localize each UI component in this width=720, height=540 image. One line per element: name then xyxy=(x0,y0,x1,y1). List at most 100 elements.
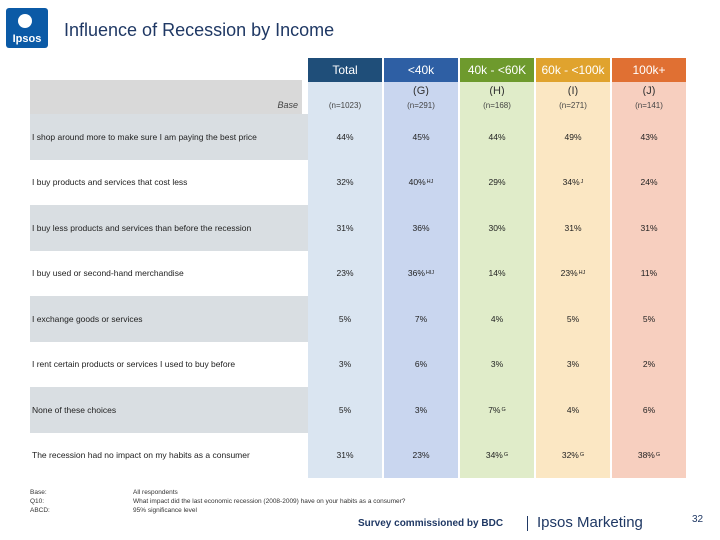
significance-marker: HIJ xyxy=(425,270,435,277)
significance-marker: HJ xyxy=(426,179,434,186)
column-code: (H) xyxy=(460,82,534,100)
data-cell: 43% xyxy=(612,114,686,160)
footnote-label: ABCD: xyxy=(30,507,50,514)
footnote-value: All respondents xyxy=(133,489,178,496)
column-code: (J) xyxy=(612,82,686,100)
cell-value: 6% xyxy=(414,359,428,370)
column-base: (n=141) xyxy=(612,96,686,114)
footnote-value: 95% significance level xyxy=(133,507,197,514)
cell-value: 5% xyxy=(566,313,580,324)
cell-value: 23% xyxy=(412,450,430,461)
footer-divider xyxy=(527,516,528,531)
significance-marker: G xyxy=(579,452,585,459)
cell-value: 23% xyxy=(560,268,578,279)
data-cell: 4% xyxy=(460,296,534,342)
data-cell: 7% G xyxy=(460,387,534,433)
cell-value: 5% xyxy=(642,313,656,324)
column-code: (G) xyxy=(384,82,458,100)
row-label: I buy products and services that cost le… xyxy=(30,159,308,205)
data-cell: 5% xyxy=(612,296,686,342)
column-header: Total xyxy=(308,58,382,82)
cell-value: 7% xyxy=(488,404,501,415)
cell-value: 31% xyxy=(336,222,354,233)
column-header: 100k+ xyxy=(612,58,686,82)
cell-value: 30% xyxy=(488,222,506,233)
data-cell: 34% J xyxy=(536,159,610,205)
data-cell: 49% xyxy=(536,114,610,160)
data-cell: 30% xyxy=(460,205,534,251)
data-cell: 23% HJ xyxy=(536,250,610,296)
cell-value: 4% xyxy=(566,404,580,415)
column-base: (n=168) xyxy=(460,96,534,114)
cell-value: 32% xyxy=(336,177,354,188)
cell-value: 29% xyxy=(488,177,506,188)
base-label: Base xyxy=(30,96,302,114)
significance-marker: G xyxy=(655,452,661,459)
data-cell: 31% xyxy=(308,432,382,478)
data-cell: 23% xyxy=(308,250,382,296)
data-cell: 36% HIJ xyxy=(384,250,458,296)
table-row: I buy products and services that cost le… xyxy=(30,159,702,205)
cell-value: 34% xyxy=(485,450,503,461)
cell-value: 31% xyxy=(336,450,354,461)
cell-value: 4% xyxy=(490,313,504,324)
cell-value: 5% xyxy=(338,404,352,415)
cell-value: 40% xyxy=(408,177,426,188)
cell-value: 31% xyxy=(640,222,658,233)
slide-title: Influence of Recession by Income xyxy=(64,20,335,40)
cell-value: 3% xyxy=(566,359,580,370)
data-cell: 32% xyxy=(308,159,382,205)
table-row: I shop around more to make sure I am pay… xyxy=(30,114,702,160)
cell-value: 3% xyxy=(490,359,504,370)
cell-value: 23% xyxy=(336,268,354,279)
footnote-label: Base: xyxy=(30,489,47,496)
data-cell: 31% xyxy=(536,205,610,251)
column-base: (n=271) xyxy=(536,96,610,114)
data-cell: 6% xyxy=(384,341,458,387)
data-cell: 40% HJ xyxy=(384,159,458,205)
cell-value: 5% xyxy=(338,313,352,324)
data-cell: 24% xyxy=(612,159,686,205)
data-cell: 3% xyxy=(460,341,534,387)
cell-value: 43% xyxy=(640,131,658,142)
column-code: (I) xyxy=(536,82,610,100)
row-label: I buy used or second-hand merchandise xyxy=(30,250,308,296)
data-cell: 44% xyxy=(308,114,382,160)
cell-value: 3% xyxy=(338,359,352,370)
cell-value: 24% xyxy=(640,177,658,188)
data-cell: 32% G xyxy=(536,432,610,478)
data-cell: 3% xyxy=(384,387,458,433)
table-row: The recession had no impact on my habits… xyxy=(30,432,702,478)
data-cell: 14% xyxy=(460,250,534,296)
footnote-value: What impact did the last economic recess… xyxy=(133,498,406,505)
data-cell: 44% xyxy=(460,114,534,160)
column-header: <40k xyxy=(384,58,458,82)
table-row: I buy used or second-hand merchandise 23%… xyxy=(30,250,702,296)
data-cell: 23% xyxy=(384,432,458,478)
brand-name: Ipsos Marketing xyxy=(537,514,643,531)
data-cell: 11% xyxy=(612,250,686,296)
data-cell: 45% xyxy=(384,114,458,160)
logo-text: Ipsos xyxy=(12,33,42,45)
data-cell: 4% xyxy=(536,387,610,433)
table-row: None of these choices 5% 3% 7% G 4% 6% xyxy=(30,387,702,433)
column-base: (n=1023) xyxy=(308,96,382,114)
cell-value: 34% xyxy=(562,177,580,188)
row-label: I buy less products and services than be… xyxy=(30,205,308,251)
data-cell: 5% xyxy=(308,387,382,433)
data-cell: 38% G xyxy=(612,432,686,478)
column-header: 40k - <60K xyxy=(460,58,534,82)
data-cell: 5% xyxy=(536,296,610,342)
cell-value: 38% xyxy=(637,450,655,461)
cell-value: 11% xyxy=(640,268,658,279)
data-cell: 34% G xyxy=(460,432,534,478)
cell-value: 14% xyxy=(488,268,506,279)
data-cell: 6% xyxy=(612,387,686,433)
data-cell: 2% xyxy=(612,341,686,387)
survey-credit: Survey commissioned by BDC xyxy=(358,518,504,529)
column-code xyxy=(308,82,382,100)
header-label-band xyxy=(30,80,302,96)
significance-marker: J xyxy=(580,179,584,186)
data-cell: 3% xyxy=(536,341,610,387)
cell-value: 49% xyxy=(564,131,582,142)
